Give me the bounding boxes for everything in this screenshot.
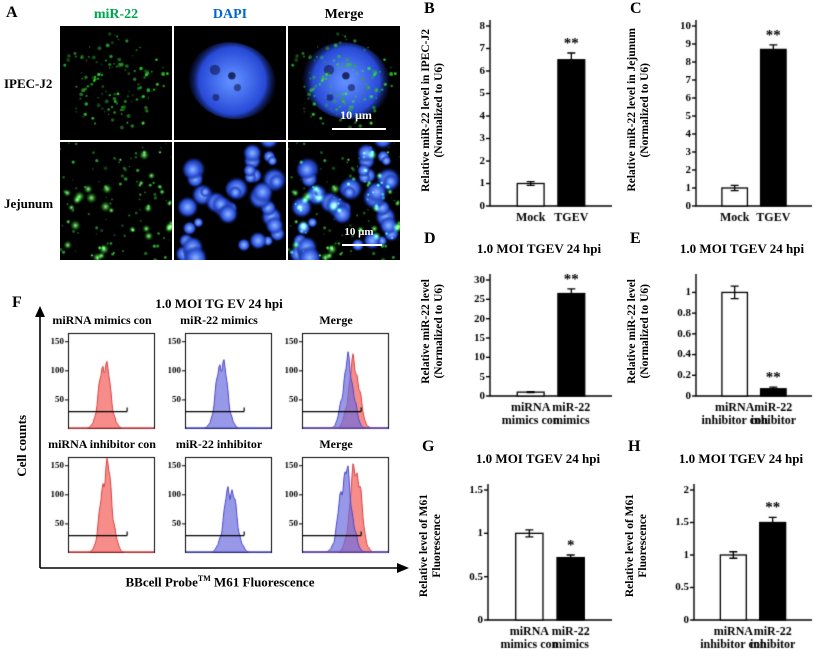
panel-h-ylabel: Relative level of M61 Fluorescence [624,494,649,598]
panel-g-label: G [422,438,435,455]
micrograph-ipecj2-dapi [174,26,286,140]
scale-bar-text-1: 10 μm [340,108,372,122]
panel-a-label: A [6,4,18,21]
column-header-mir22: miR-22 [93,7,139,22]
scale-bar-line-2 [342,244,382,246]
bar-chart-c [660,2,820,228]
panel-h: H 1.0 MOI TGEV 24 hpi Relative level of … [622,438,824,662]
panel-b: B Relative miR-22 level in IPEC-J2 (Norm… [418,0,624,232]
row-label-jejunum: Jejunum [4,196,54,211]
panel-h-title: 1.0 MOI TGEV 24 hpi [678,451,804,466]
flow-label-inhibitor-con: miRNA inhibitor con [48,437,156,451]
panel-e-ylabel: Relative miR-22 level (Normalized to U6) [626,278,651,384]
column-header-dapi: DAPI [212,7,248,22]
panel-d-title: 1.0 MOI TGEV 24 hpi [476,241,602,256]
flow-axes-arrows [35,306,409,573]
panel-h-label: H [628,438,641,455]
flow-histogram-mimics-con [46,330,158,434]
flow-histogram-mir22-inhibitor [163,454,275,558]
micrograph-jejunum-mir22 [60,142,172,260]
row-label-ipecj2: IPEC-J2 [4,76,53,91]
flow-histogram-merge-top [280,330,392,434]
scale-bar-text-2: 10 μm [344,226,374,238]
bar-chart-d [454,256,620,436]
bar-chart-e [660,256,820,436]
flow-label-merge-top: Merge [319,313,353,327]
panel-f-label: F [12,294,22,311]
bar-chart-h [658,466,820,660]
flow-label-merge-bottom: Merge [319,437,353,451]
panel-d-label: D [424,230,436,247]
panel-e-title: 1.0 MOI TGEV 24 hpi [679,241,805,256]
panel-d-ylabel: Relative miR-22 level (Normalized to U6) [420,278,445,384]
panel-f-title: 1.0 MOI TG EV 24 hpi [155,296,283,311]
flow-xlabel: BBcell ProbeTM M61 Fluorescence [125,574,315,590]
panel-g-ylabel: Relative level of M61 Fluorescence [418,494,443,598]
panel-e-label: E [630,230,641,247]
panel-b-label: B [424,0,435,17]
scale-bar-line-1 [332,128,386,130]
flow-ylabel-cell-counts: Cell counts [14,415,29,477]
panel-g-title: 1.0 MOI TGEV 24 hpi [475,451,601,466]
micrograph-ipecj2-mir22 [60,26,172,140]
panel-g: G 1.0 MOI TGEV 24 hpi Relative level of … [414,438,624,662]
micrograph-ipecj2-merge [288,26,400,140]
flow-histogram-inhibitor-con [46,454,158,558]
panel-d: D 1.0 MOI TGEV 24 hpi Relative miR-22 le… [418,230,624,438]
column-header-merge: Merge [324,7,364,22]
flow-label-mimics-con: miRNA mimics con [52,313,152,327]
panel-c: C Relative miR-22 level in Jejunum (Norm… [624,0,824,232]
flow-label-mir22-mimics: miR-22 mimics [180,313,258,327]
flow-label-mir22-inhibitor: miR-22 inhibitor [175,437,263,451]
flow-histogram-mir22-mimics [163,330,275,434]
panel-b-ylabel: Relative miR-22 level in IPEC-J2 (Normal… [420,28,445,192]
panel-c-label: C [630,0,642,17]
micrograph-jejunum-dapi [174,142,286,260]
panel-e: E 1.0 MOI TGEV 24 hpi Relative miR-22 le… [624,230,824,438]
micrograph-jejunum-merge [288,142,400,260]
bar-chart-b [454,2,620,228]
bar-chart-g [452,466,620,660]
panel-c-ylabel: Relative miR-22 level in Jejunum (Normal… [626,28,651,192]
flow-histogram-merge-bottom [280,454,392,558]
